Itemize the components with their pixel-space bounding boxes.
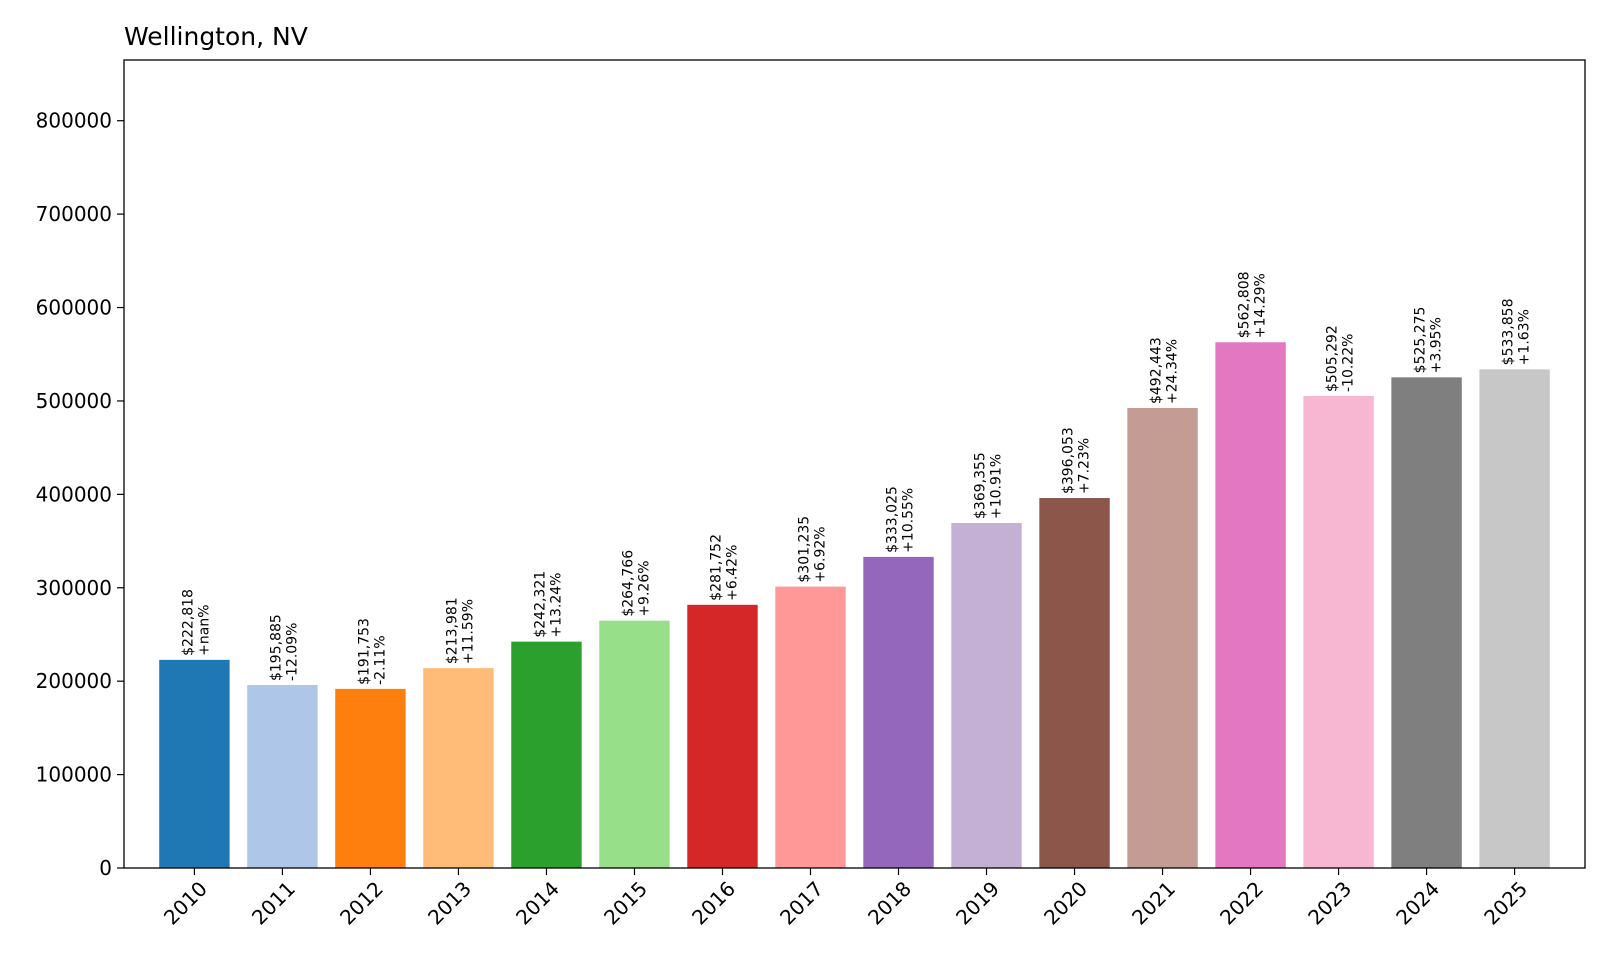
y-tick-label: 400000 — [36, 482, 112, 506]
plot-frame — [123, 59, 1586, 869]
bar-value-label: $369,355 — [973, 452, 989, 519]
bar-change-label: +nan% — [196, 605, 212, 656]
y-tick-label: 200000 — [36, 669, 112, 693]
x-tick-label: 2023 — [1303, 877, 1356, 930]
bar-value-label: $396,053 — [1061, 427, 1077, 494]
bar-2021 — [1127, 408, 1198, 868]
bar-change-label: +11.59% — [460, 599, 476, 664]
bar-value-label: $505,292 — [1325, 325, 1341, 392]
bar-change-label: +1.63% — [1517, 309, 1533, 365]
x-tick-label: 2019 — [951, 877, 1004, 930]
x-tick-label: 2012 — [335, 877, 388, 930]
bar-2019 — [951, 522, 1022, 868]
y-tick-label: 600000 — [36, 296, 112, 320]
x-tick-label: 2024 — [1391, 877, 1444, 930]
bar-change-label: +9.26% — [636, 560, 652, 616]
y-axis: 0 100000 200000 300000 400000 500000 600000 700… — [36, 109, 124, 880]
y-tick-label: 100000 — [36, 763, 112, 787]
bar-change-label: +24.34% — [1165, 339, 1181, 404]
bar-value-label: $195,885 — [268, 614, 284, 681]
bar-change-label: +6.92% — [812, 526, 828, 582]
x-tick-label: 2025 — [1479, 877, 1532, 930]
bar-value-label: $213,981 — [444, 597, 460, 664]
x-tick-label: 2016 — [687, 877, 740, 930]
y-tick-label: 300000 — [36, 576, 112, 600]
bar-2023 — [1303, 396, 1374, 868]
x-tick-label: 2022 — [1215, 877, 1268, 930]
bar-change-label: +6.42% — [724, 545, 740, 601]
y-tick-label: 800000 — [36, 109, 112, 133]
bar-value-label: $525,275 — [1413, 307, 1429, 374]
x-tick-label: 2021 — [1127, 877, 1180, 930]
x-axis: 2010 2011 2012 2013 2014 2015 2016 2017 2018 2019… — [159, 868, 1532, 930]
x-tick-label: 2010 — [159, 877, 212, 930]
x-tick-label: 2020 — [1039, 877, 1092, 930]
bar-value-label: $222,818 — [180, 589, 196, 656]
bar-value-label: $333,025 — [885, 486, 901, 553]
bars-group — [159, 342, 1550, 868]
bar-2011 — [247, 685, 318, 868]
bar-value-label: $562,808 — [1237, 271, 1253, 338]
bar-value-label: $492,443 — [1149, 337, 1165, 404]
bar-2018 — [863, 556, 934, 868]
x-tick-label: 2011 — [247, 877, 300, 930]
bar-change-label: +10.91% — [989, 454, 1005, 519]
chart-title: Wellington, NV — [124, 22, 308, 51]
bar-change-label: +3.95% — [1429, 317, 1445, 373]
y-tick-label: 0 — [99, 856, 112, 880]
bar-2016 — [687, 604, 758, 868]
bar-change-label: +13.24% — [548, 573, 564, 638]
bar-change-label: -12.09% — [284, 623, 300, 681]
bar-value-label: $301,235 — [796, 516, 812, 583]
bar-2022 — [1215, 342, 1286, 868]
bar-2025 — [1479, 369, 1550, 868]
bar-2015 — [599, 620, 670, 868]
bar-change-label: +14.29% — [1253, 273, 1269, 338]
bar-2017 — [775, 586, 846, 868]
bar-2020 — [1039, 498, 1110, 868]
bar-2012 — [335, 688, 406, 868]
bar-value-label: $191,753 — [356, 618, 372, 685]
bar-2013 — [423, 668, 494, 868]
bar-value-label: $242,321 — [532, 571, 548, 638]
bar-2010 — [159, 659, 230, 868]
x-tick-label: 2017 — [775, 877, 828, 930]
bar-value-label: $281,752 — [708, 534, 724, 601]
x-tick-label: 2013 — [423, 877, 476, 930]
bar-labels-group: $222,818 +nan% $195,885 -12.09% $191,753 -2.1… — [180, 271, 1532, 684]
x-tick-label: 2018 — [863, 877, 916, 930]
bar-change-label: -10.22% — [1341, 334, 1357, 392]
bar-2024 — [1391, 377, 1462, 868]
x-tick-label: 2015 — [599, 877, 652, 930]
bar-2014 — [511, 641, 582, 868]
x-tick-label: 2014 — [511, 877, 564, 930]
y-tick-label: 700000 — [36, 202, 112, 226]
bar-change-label: +7.23% — [1077, 438, 1093, 494]
bar-value-label: $264,766 — [620, 550, 636, 617]
bar-change-label: +10.55% — [901, 488, 917, 553]
bar-value-label: $533,858 — [1501, 299, 1517, 366]
bar-change-label: -2.11% — [372, 635, 388, 685]
y-tick-label: 500000 — [36, 389, 112, 413]
